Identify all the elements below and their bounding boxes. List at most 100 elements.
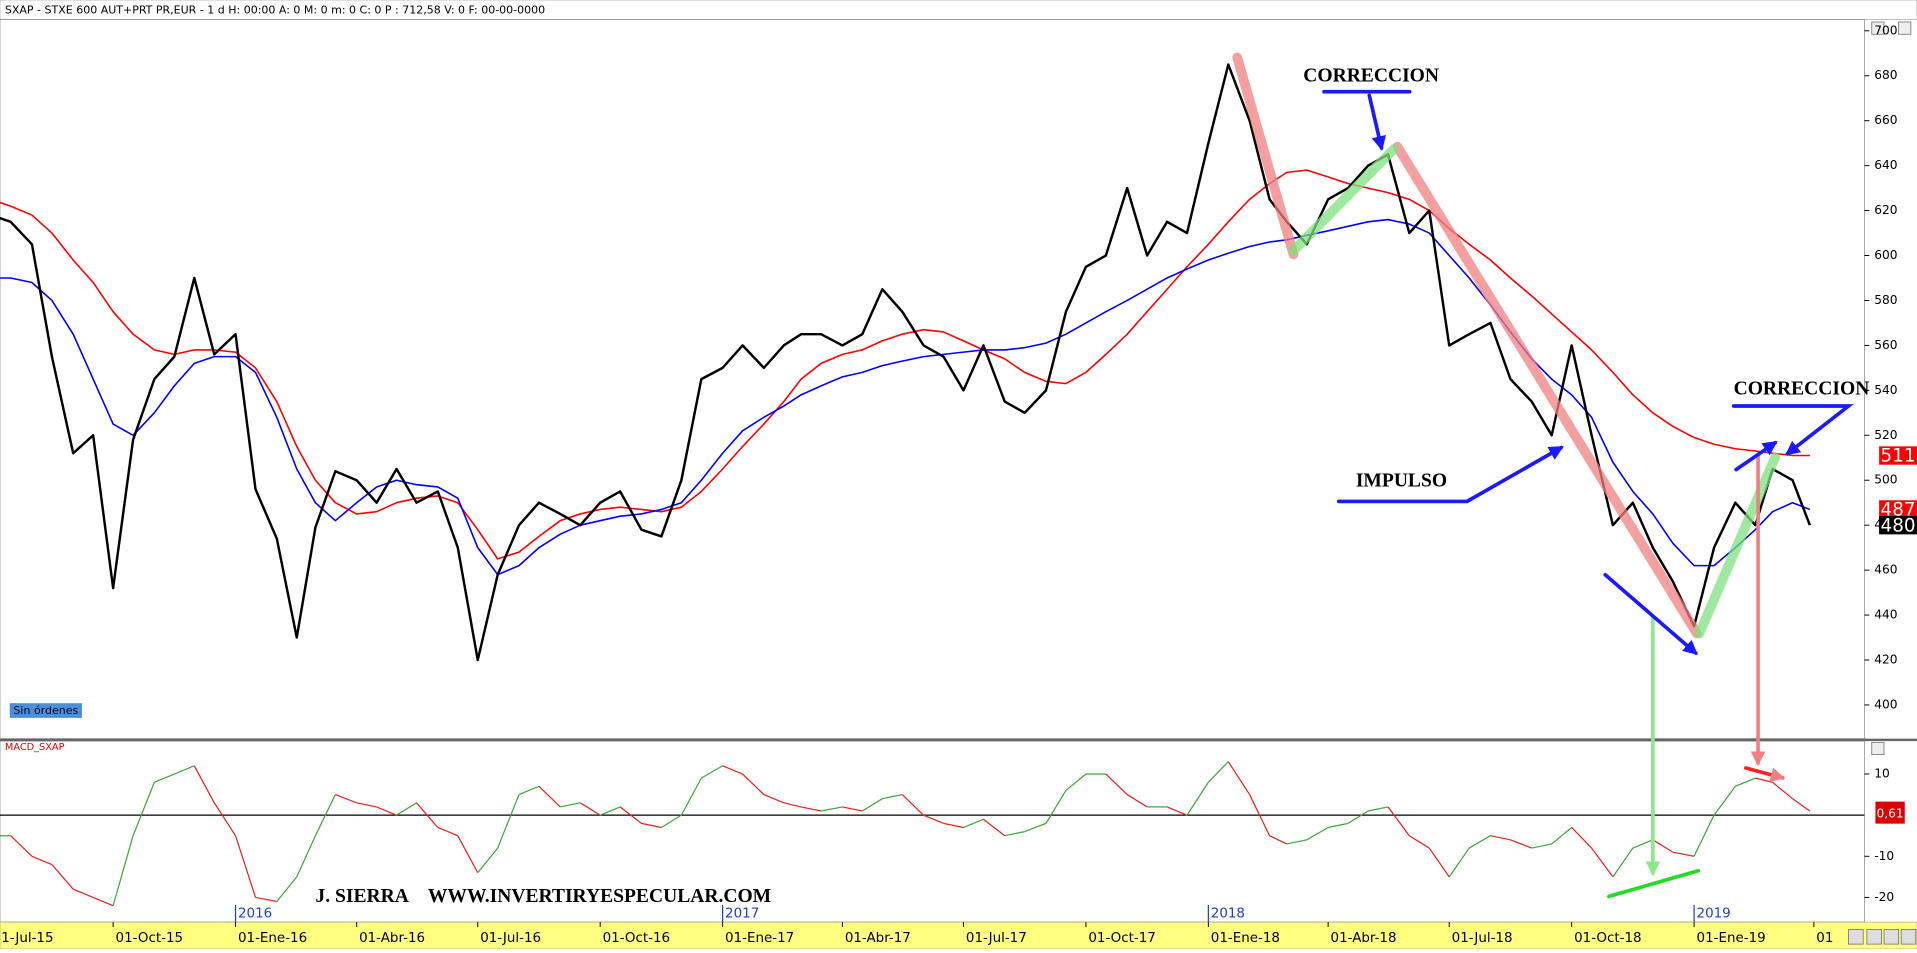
y-tick-label: 420 xyxy=(1874,653,1897,667)
y-tick-label: 500 xyxy=(1874,473,1897,487)
macd-title: MACD_SXAP xyxy=(5,742,65,753)
indicator-segment xyxy=(963,818,984,829)
indicator-segment xyxy=(1004,830,1025,837)
indicator-segment xyxy=(1045,790,1067,824)
annotation: CORRECCION xyxy=(1303,66,1439,87)
indicator-segment xyxy=(862,798,883,812)
arrow xyxy=(1734,440,1778,472)
indicator-segment xyxy=(661,814,682,829)
drawings xyxy=(1232,52,1854,899)
x-tick-label: 01 xyxy=(1816,931,1833,946)
button[interactable] xyxy=(1900,929,1917,945)
date-bar xyxy=(0,921,1917,950)
indicator-segment xyxy=(1735,777,1756,787)
x-tick-label: 01-Jul-16 xyxy=(480,931,541,946)
indicator-segment xyxy=(983,818,1006,837)
indicator-segment xyxy=(1652,839,1674,853)
series-line xyxy=(0,63,1812,662)
indicator-segment xyxy=(1531,843,1552,849)
x-tick-label: 01-Oct-17 xyxy=(1088,931,1156,946)
indicator-segment xyxy=(296,835,316,878)
indicator-segment xyxy=(1105,773,1128,796)
indicator-segment xyxy=(276,876,298,902)
annotation: IMPULSO xyxy=(1356,470,1447,491)
arrow xyxy=(1731,404,1854,456)
x-tick-label: 01-Ene-16 xyxy=(238,931,307,946)
indicator-segment xyxy=(92,896,114,907)
last-value-box xyxy=(1875,801,1905,824)
indicator-segment xyxy=(1792,798,1811,812)
last-value-label: 487 xyxy=(1881,500,1916,521)
indicator-segment xyxy=(1510,839,1532,849)
scroll-button[interactable] xyxy=(1871,741,1885,755)
button[interactable] xyxy=(1883,929,1900,945)
indicator-segment xyxy=(579,802,601,816)
annotation: CORRECCION xyxy=(1734,379,1870,400)
y-tick-label: 520 xyxy=(1874,428,1897,442)
indicator-segment xyxy=(1286,839,1307,845)
panel-separator xyxy=(0,738,1917,742)
x-tick-label: 01-Ene-19 xyxy=(1697,931,1766,946)
y-tick-label: 660 xyxy=(1874,113,1897,127)
y-tick-label: 540 xyxy=(1874,383,1897,397)
scroll-button[interactable] xyxy=(1871,21,1885,35)
indicator-segment xyxy=(901,794,924,816)
button[interactable] xyxy=(1866,929,1882,945)
year-tick-label: 2017 xyxy=(725,907,759,922)
indicator-segment xyxy=(1367,806,1389,812)
y-tick-label: 700 xyxy=(1874,23,1897,37)
indicator-segment xyxy=(51,864,74,890)
macd-marks xyxy=(0,761,1865,907)
header-text: SXAP - STXE 600 AUT+PRT PR,EUR - 1 d H: … xyxy=(5,3,545,16)
trend-band xyxy=(1694,452,1781,639)
x-tick-label: 01-Ene-18 xyxy=(1211,931,1280,946)
y-tick-label: 10 xyxy=(1874,767,1890,781)
indicator-segment xyxy=(783,802,802,808)
year-tick-label: 2016 xyxy=(238,907,272,922)
y-tick-label: 440 xyxy=(1874,608,1897,622)
indicator-segment xyxy=(1693,814,1715,857)
indicator-segment xyxy=(174,765,195,775)
y-tick-label: -20 xyxy=(1874,890,1894,904)
y-tick-label: 640 xyxy=(1874,158,1897,172)
button[interactable] xyxy=(1848,929,1864,945)
x-tick-label: 01-Abr-18 xyxy=(1331,931,1397,946)
indicator-segment xyxy=(72,888,94,898)
indicator-segment xyxy=(1571,827,1593,849)
year-tick-label: 2019 xyxy=(1697,907,1731,922)
x-tick-label: 1-Jul-15 xyxy=(1,931,53,946)
indicator-segment xyxy=(154,773,175,783)
indicator-segment xyxy=(1065,773,1087,791)
x-tick-label: 01-Oct-16 xyxy=(603,931,671,946)
indicator-segment xyxy=(923,814,944,824)
indicator-segment xyxy=(1024,822,1047,833)
trend-band xyxy=(1288,144,1399,256)
trend-band xyxy=(1392,141,1702,639)
indicator-segment xyxy=(1672,851,1695,857)
x-tick-label: 01-Oct-15 xyxy=(116,931,184,946)
indicator-segment xyxy=(396,802,417,816)
status-badge xyxy=(9,703,82,718)
series-line xyxy=(0,169,1810,560)
indicator-segment xyxy=(1713,785,1736,816)
indicator-segment xyxy=(193,765,215,804)
indicator-segment xyxy=(680,777,702,816)
indicator-segment xyxy=(376,806,397,816)
indicator-segment xyxy=(314,794,336,836)
scroll-button[interactable] xyxy=(1898,21,1912,35)
indicator-segment xyxy=(457,835,479,874)
indicator-segment xyxy=(742,773,765,796)
indicator-segment xyxy=(1207,761,1229,783)
x-tick-label: 01-Jul-17 xyxy=(966,931,1027,946)
indicator-segment xyxy=(1408,835,1430,849)
indicator-segment xyxy=(1166,806,1188,816)
y-tick-label: 600 xyxy=(1874,248,1897,262)
indicator-segment xyxy=(1126,794,1148,808)
trend-line xyxy=(1607,868,1700,899)
y-tick-label: -10 xyxy=(1874,849,1894,863)
trend-band xyxy=(1232,52,1299,260)
y-tick-label: 460 xyxy=(1874,563,1897,577)
indicator-segment xyxy=(112,835,134,906)
